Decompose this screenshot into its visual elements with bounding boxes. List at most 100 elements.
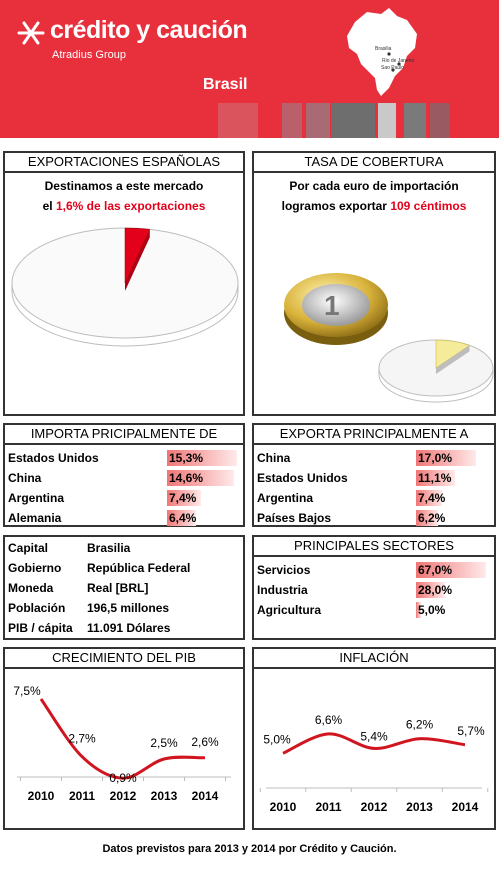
x-tick-label: 2012 <box>361 800 388 814</box>
bar <box>167 510 197 526</box>
bar-value-label: 67,0% <box>418 563 453 577</box>
decorative-strip <box>430 103 450 138</box>
sectores-panel: PRINCIPALES SECTORES Servicios 67,0% Indus… <box>252 535 496 640</box>
pib-panel: CRECIMIENTO DEL PIB 7,5% 2010 2,7% 2011 0,9%… <box>3 647 245 830</box>
cobertura-pie-chart <box>378 339 494 403</box>
panel-title: INFLACIÓN <box>254 649 494 669</box>
info-value: Brasilia <box>87 541 131 555</box>
bar-value-label: 6,4% <box>169 511 197 525</box>
list-item: Argentina 7,4% <box>254 488 494 508</box>
svg-text:1: 1 <box>324 290 340 321</box>
header-banner: crédito y caución Atradius Group Brasil … <box>0 0 499 138</box>
list-item: Estados Unidos 15,3% <box>5 448 243 468</box>
inflacion-line-chart: 5,0% 2010 6,6% 2011 5,4% 2012 6,2% 2013 5,7% 2014 <box>259 713 489 814</box>
list-item-label: Alemania <box>8 511 62 525</box>
x-tick-label: 2011 <box>315 800 341 814</box>
bar <box>416 582 446 598</box>
data-label: 2,6% <box>191 735 219 749</box>
info-label: PIB / cápita <box>8 621 73 635</box>
list-item: Estados Unidos 11,1% <box>254 468 494 488</box>
data-label: 2,7% <box>68 732 96 746</box>
data-label: 6,2% <box>406 718 434 732</box>
exportaciones-line2: el 1,6% de las exportaciones <box>5 196 243 216</box>
decorative-strip <box>331 103 375 138</box>
info-label: Capital <box>8 541 49 555</box>
bar <box>416 510 438 526</box>
data-label: 7,5% <box>13 684 41 698</box>
brand-name: crédito y caución <box>50 16 248 44</box>
pie-slice-exportacion-side <box>436 345 470 374</box>
x-tick-label: 2010 <box>270 800 297 814</box>
info-row: Población 196,5 millones <box>5 598 243 618</box>
brand-logo-icon <box>17 21 45 45</box>
country-info-list: Capital Brasilia Gobierno República Federal… <box>5 537 243 638</box>
bar <box>167 470 234 486</box>
bar-value-label: 14,6% <box>169 471 204 485</box>
panel-title: CRECIMIENTO DEL PIB <box>5 649 243 669</box>
decorative-strip <box>452 103 492 138</box>
info-row: Capital Brasilia <box>5 538 243 558</box>
euro-coin-icon: 1 <box>284 273 388 345</box>
bar-value-label: 7,4% <box>418 491 446 505</box>
list-item: Alemania 6,4% <box>5 508 243 528</box>
bar <box>416 562 486 578</box>
pie-slice-brasil <box>124 227 151 284</box>
bar-value-label: 5,0% <box>418 603 446 617</box>
list-item-label: Estados Unidos <box>8 451 99 465</box>
list-item-label: Agricultura <box>257 603 322 617</box>
x-tick-label: 2013 <box>151 789 178 803</box>
info-label: Gobierno <box>8 561 62 575</box>
list-item-label: Servicios <box>257 563 311 577</box>
importa-panel: IMPORTA PRICIPALMENTE DE Estados Unidos 1… <box>3 423 245 527</box>
list-item: China 17,0% <box>254 448 494 468</box>
cobertura-line1: Por cada euro de importación <box>289 179 459 193</box>
list-item-label: Argentina <box>257 491 314 505</box>
bar-value-label: 17,0% <box>418 451 453 465</box>
bar <box>416 602 422 618</box>
data-label: 5,7% <box>457 724 485 738</box>
exportaciones-pie-chart <box>11 227 239 347</box>
panel-title: EXPORTA PRINCIPALMENTE A <box>254 425 494 445</box>
cobertura-panel: TASA DE COBERTURA Por cada euro de impor… <box>252 151 496 416</box>
decorative-strip <box>378 103 396 138</box>
cobertura-highlight: 109 céntimos <box>390 199 467 213</box>
exporta-list: China 17,0% Estados Unidos 11,1% Argentina 7,… <box>254 445 494 528</box>
data-label: 5,4% <box>360 729 388 743</box>
exportaciones-line1: Destinamos a este mercado <box>44 179 204 193</box>
bar-value-label: 7,4% <box>169 491 197 505</box>
bar-value-label: 6,2% <box>418 511 446 525</box>
list-item-label: Argentina <box>8 491 65 505</box>
exportaciones-panel: EXPORTACIONES ESPAÑOLAS Destinamos a est… <box>3 151 245 416</box>
panel-title: TASA DE COBERTURA <box>254 153 494 173</box>
exporta-panel: EXPORTA PRINCIPALMENTE A China 17,0% Estad… <box>252 423 496 527</box>
importa-list: Estados Unidos 15,3% China 14,6% Argentina 7,… <box>5 445 243 528</box>
panel-title: IMPORTA PRICIPALMENTE DE <box>5 425 243 445</box>
data-label: 6,6% <box>315 713 343 727</box>
info-value: 196,5 millones <box>87 601 170 615</box>
brand-group: Atradius Group <box>52 49 126 61</box>
series-line <box>282 732 466 755</box>
country-info-panel: Capital Brasilia Gobierno República Federal… <box>3 535 245 640</box>
pib-line-chart: 7,5% 2010 2,7% 2011 0,9% 2012 2,5% 2013 2,6% 2014 <box>13 684 231 803</box>
list-item-label: Países Bajos <box>257 511 332 525</box>
list-item-label: China <box>8 471 42 485</box>
exportaciones-highlight: 1,6% de las exportaciones <box>55 199 206 213</box>
map-label-saopaulo: Sao Paulo <box>381 65 404 71</box>
x-tick-label: 2011 <box>69 789 95 803</box>
x-tick-label: 2012 <box>110 789 137 803</box>
list-item-label: China <box>257 451 291 465</box>
data-label: 2,5% <box>150 736 178 750</box>
list-item: Argentina 7,4% <box>5 488 243 508</box>
list-item: China 14,6% <box>5 468 243 488</box>
map-label-rio: Rio de Janeiro <box>382 58 414 64</box>
series-line <box>39 698 206 780</box>
bar <box>167 490 201 506</box>
bar <box>416 490 443 506</box>
decorative-strip <box>218 103 258 138</box>
cobertura-line2-pre: logramos exportar <box>281 199 387 213</box>
bar-value-label: 11,1% <box>418 471 452 485</box>
cobertura-line2: logramos exportar 109 céntimos <box>254 196 494 216</box>
brazil-map-icon: Brasilia Rio de Janeiro Sao Paulo <box>347 8 417 96</box>
x-tick-label: 2013 <box>406 800 433 814</box>
list-item-label: Industria <box>257 583 308 597</box>
